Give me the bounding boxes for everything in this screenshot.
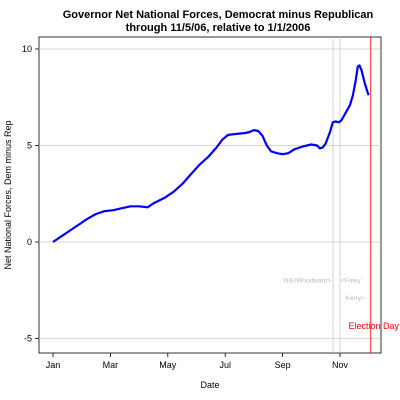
y-tick-label: 10 — [22, 44, 32, 54]
event-label: Election Day — [348, 321, 399, 331]
y-tick-label: 5 — [27, 141, 32, 151]
x-tick-label: Jul — [219, 360, 231, 370]
event-lines — [332, 37, 372, 353]
x-tick-label: Nov — [332, 360, 349, 370]
plot-frame — [38, 36, 382, 354]
x-axis: Jan Mar May Jul Sep Nov — [46, 353, 349, 370]
event-label: <Foley — [341, 278, 361, 285]
event-label: NIE/Woodward> — [284, 278, 332, 285]
y-axis: -5 0 5 10 — [22, 44, 39, 344]
y-tick-label: 0 — [27, 237, 32, 247]
gridlines — [39, 48, 381, 339]
y-axis-label: Net National Forces, Dem minus Rep — [3, 120, 13, 269]
x-tick-label: May — [159, 360, 177, 370]
y-tick-label: -5 — [24, 334, 32, 344]
x-tick-label: Mar — [103, 360, 119, 370]
chart-title-group: Governor Net National Forces, Democrat m… — [63, 9, 374, 34]
series-group — [52, 64, 370, 243]
x-tick-label: Jan — [46, 360, 61, 370]
x-tick-label: Sep — [275, 360, 291, 370]
series-line — [52, 64, 370, 243]
event-label: Kerry> — [345, 295, 365, 302]
chart-subtitle: through 11/5/06, relative to 1/1/2006 — [126, 22, 311, 34]
x-axis-label: Date — [200, 380, 219, 390]
chart-title: Governor Net National Forces, Democrat m… — [63, 9, 374, 21]
event-annotations: NIE/Woodward> <Foley Kerry> Election Day — [284, 278, 400, 331]
